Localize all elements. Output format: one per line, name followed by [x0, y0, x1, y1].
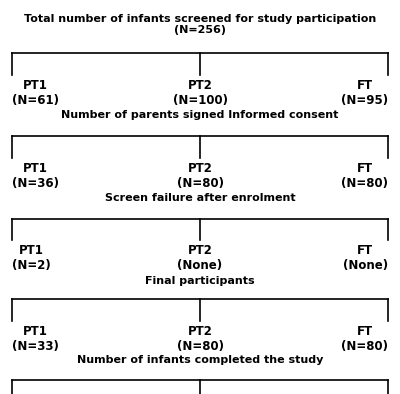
Text: FT
(N=80): FT (N=80)	[341, 325, 388, 353]
Text: PT2
(None): PT2 (None)	[178, 244, 222, 272]
Text: Number of parents signed Informed consent: Number of parents signed Informed consen…	[61, 110, 339, 120]
Text: Final participants: Final participants	[145, 276, 255, 286]
Text: Number of infants completed the study: Number of infants completed the study	[77, 355, 323, 365]
Text: PT1
(N=33): PT1 (N=33)	[12, 325, 59, 353]
Text: PT2
(N=80): PT2 (N=80)	[176, 325, 224, 353]
Text: Screen failure after enrolment: Screen failure after enrolment	[105, 193, 295, 203]
Text: PT1
(N=2): PT1 (N=2)	[12, 244, 51, 272]
Text: Total number of infants screened for study participation
(N=256): Total number of infants screened for stu…	[24, 14, 376, 35]
Text: PT2
(N=100): PT2 (N=100)	[172, 79, 228, 107]
Text: PT2
(N=80): PT2 (N=80)	[176, 162, 224, 190]
Text: FT
(N=95): FT (N=95)	[341, 79, 388, 107]
Text: FT
(None): FT (None)	[343, 244, 388, 272]
Text: FT
(N=80): FT (N=80)	[341, 162, 388, 190]
Text: PT1
(N=36): PT1 (N=36)	[12, 162, 59, 190]
Text: PT1
(N=61): PT1 (N=61)	[12, 79, 59, 107]
